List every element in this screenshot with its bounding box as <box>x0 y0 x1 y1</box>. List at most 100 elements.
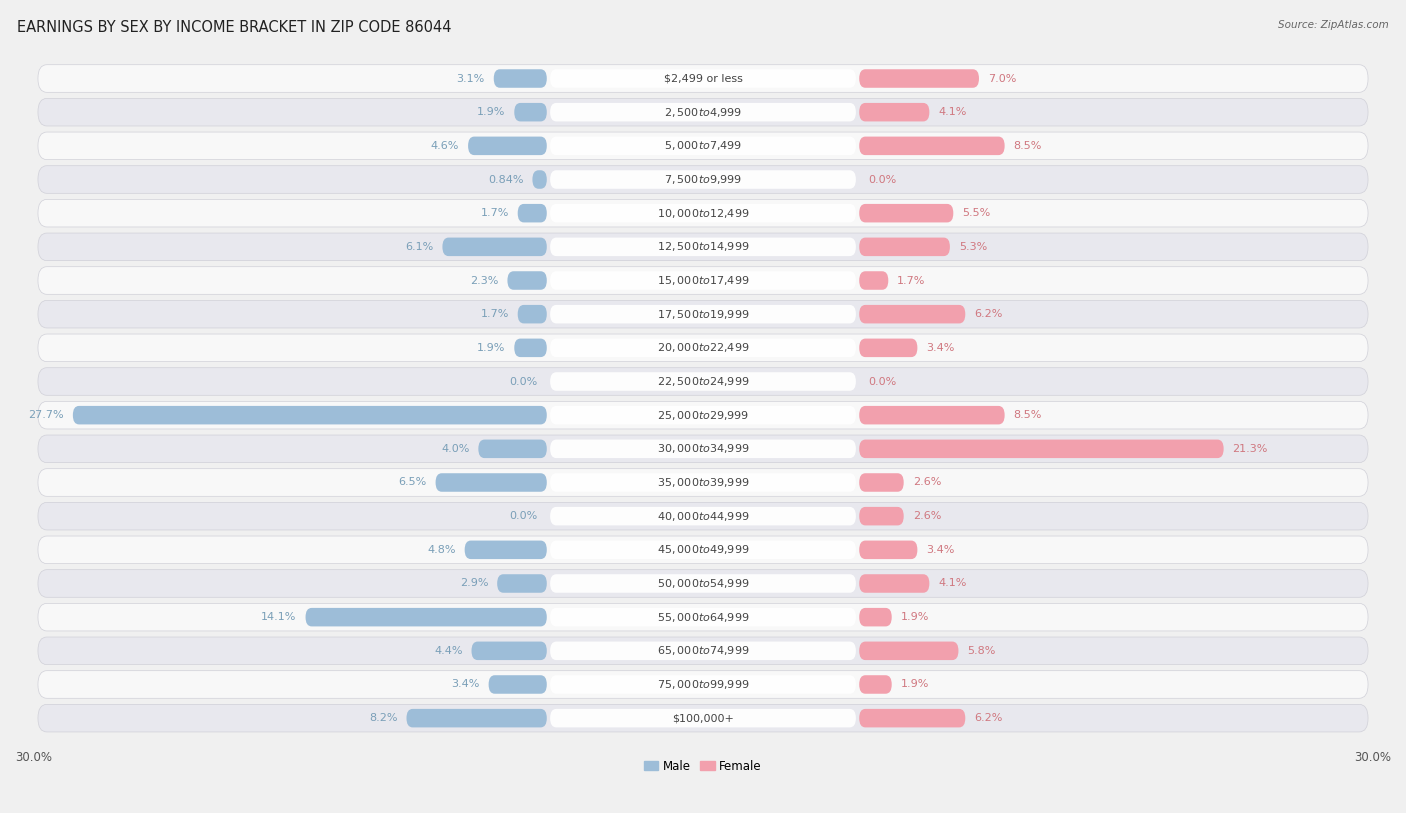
Text: $65,000 to $74,999: $65,000 to $74,999 <box>657 645 749 658</box>
Text: 0.0%: 0.0% <box>868 175 897 185</box>
FancyBboxPatch shape <box>517 204 547 223</box>
Text: 3.4%: 3.4% <box>927 545 955 554</box>
FancyBboxPatch shape <box>73 406 547 424</box>
FancyBboxPatch shape <box>859 137 1005 155</box>
FancyBboxPatch shape <box>550 338 856 357</box>
FancyBboxPatch shape <box>550 473 856 492</box>
FancyBboxPatch shape <box>550 406 856 424</box>
Text: 5.5%: 5.5% <box>962 208 990 218</box>
FancyBboxPatch shape <box>515 338 547 357</box>
Text: 8.5%: 8.5% <box>1014 141 1042 151</box>
FancyBboxPatch shape <box>859 541 917 559</box>
FancyBboxPatch shape <box>436 473 547 492</box>
Text: 8.5%: 8.5% <box>1014 411 1042 420</box>
Text: 2.9%: 2.9% <box>460 579 488 589</box>
FancyBboxPatch shape <box>859 608 891 626</box>
FancyBboxPatch shape <box>508 272 547 289</box>
FancyBboxPatch shape <box>550 103 856 121</box>
FancyBboxPatch shape <box>38 334 1368 362</box>
FancyBboxPatch shape <box>38 367 1368 395</box>
Text: $2,500 to $4,999: $2,500 to $4,999 <box>664 106 742 119</box>
FancyBboxPatch shape <box>550 506 856 525</box>
FancyBboxPatch shape <box>550 574 856 593</box>
FancyBboxPatch shape <box>38 637 1368 664</box>
FancyBboxPatch shape <box>443 237 547 256</box>
Text: 14.1%: 14.1% <box>262 612 297 622</box>
FancyBboxPatch shape <box>859 506 904 525</box>
Text: $15,000 to $17,499: $15,000 to $17,499 <box>657 274 749 287</box>
Text: $35,000 to $39,999: $35,000 to $39,999 <box>657 476 749 489</box>
FancyBboxPatch shape <box>489 676 547 693</box>
FancyBboxPatch shape <box>406 709 547 728</box>
FancyBboxPatch shape <box>859 676 891 693</box>
Text: 1.9%: 1.9% <box>477 343 505 353</box>
FancyBboxPatch shape <box>859 473 904 492</box>
Text: 5.3%: 5.3% <box>959 241 987 252</box>
FancyBboxPatch shape <box>494 69 547 88</box>
Text: 27.7%: 27.7% <box>28 411 63 420</box>
Text: Source: ZipAtlas.com: Source: ZipAtlas.com <box>1278 20 1389 30</box>
Text: 1.9%: 1.9% <box>477 107 505 117</box>
Text: 3.1%: 3.1% <box>457 73 485 84</box>
Text: 5.8%: 5.8% <box>967 646 995 656</box>
FancyBboxPatch shape <box>859 237 950 256</box>
FancyBboxPatch shape <box>550 608 856 626</box>
FancyBboxPatch shape <box>550 272 856 289</box>
FancyBboxPatch shape <box>550 541 856 559</box>
FancyBboxPatch shape <box>550 69 856 88</box>
Text: 1.7%: 1.7% <box>481 208 509 218</box>
FancyBboxPatch shape <box>859 272 889 289</box>
Text: $30,000 to $34,999: $30,000 to $34,999 <box>657 442 749 455</box>
FancyBboxPatch shape <box>550 641 856 660</box>
Text: $5,000 to $7,499: $5,000 to $7,499 <box>664 139 742 152</box>
Text: 4.1%: 4.1% <box>938 107 967 117</box>
Text: 0.0%: 0.0% <box>509 376 538 386</box>
Text: $75,000 to $99,999: $75,000 to $99,999 <box>657 678 749 691</box>
Text: $55,000 to $64,999: $55,000 to $64,999 <box>657 611 749 624</box>
Text: 1.9%: 1.9% <box>901 612 929 622</box>
Text: $17,500 to $19,999: $17,500 to $19,999 <box>657 307 749 320</box>
Text: 4.6%: 4.6% <box>430 141 460 151</box>
Text: 4.4%: 4.4% <box>434 646 463 656</box>
FancyBboxPatch shape <box>550 204 856 223</box>
FancyBboxPatch shape <box>550 709 856 728</box>
FancyBboxPatch shape <box>859 204 953 223</box>
FancyBboxPatch shape <box>38 300 1368 328</box>
FancyBboxPatch shape <box>517 305 547 324</box>
Text: $22,500 to $24,999: $22,500 to $24,999 <box>657 375 749 388</box>
FancyBboxPatch shape <box>550 305 856 324</box>
Text: 1.9%: 1.9% <box>901 680 929 689</box>
FancyBboxPatch shape <box>859 338 917 357</box>
FancyBboxPatch shape <box>38 199 1368 227</box>
Text: 4.0%: 4.0% <box>441 444 470 454</box>
FancyBboxPatch shape <box>38 98 1368 126</box>
FancyBboxPatch shape <box>515 103 547 121</box>
Text: 2.3%: 2.3% <box>470 276 499 285</box>
FancyBboxPatch shape <box>38 570 1368 598</box>
FancyBboxPatch shape <box>38 468 1368 496</box>
Text: $40,000 to $44,999: $40,000 to $44,999 <box>657 510 749 523</box>
Text: EARNINGS BY SEX BY INCOME BRACKET IN ZIP CODE 86044: EARNINGS BY SEX BY INCOME BRACKET IN ZIP… <box>17 20 451 35</box>
FancyBboxPatch shape <box>38 132 1368 159</box>
Text: 4.1%: 4.1% <box>938 579 967 589</box>
FancyBboxPatch shape <box>305 608 547 626</box>
Text: 6.2%: 6.2% <box>974 713 1002 723</box>
FancyBboxPatch shape <box>859 574 929 593</box>
Text: $100,000+: $100,000+ <box>672 713 734 723</box>
FancyBboxPatch shape <box>550 676 856 693</box>
FancyBboxPatch shape <box>859 305 966 324</box>
FancyBboxPatch shape <box>38 267 1368 294</box>
FancyBboxPatch shape <box>478 440 547 458</box>
Legend: Male, Female: Male, Female <box>640 755 766 777</box>
Text: 1.7%: 1.7% <box>897 276 925 285</box>
Text: $7,500 to $9,999: $7,500 to $9,999 <box>664 173 742 186</box>
FancyBboxPatch shape <box>550 137 856 155</box>
FancyBboxPatch shape <box>859 641 959 660</box>
FancyBboxPatch shape <box>550 237 856 256</box>
FancyBboxPatch shape <box>471 641 547 660</box>
FancyBboxPatch shape <box>464 541 547 559</box>
FancyBboxPatch shape <box>38 402 1368 429</box>
Text: $2,499 or less: $2,499 or less <box>664 73 742 84</box>
Text: 21.3%: 21.3% <box>1233 444 1268 454</box>
FancyBboxPatch shape <box>38 65 1368 93</box>
